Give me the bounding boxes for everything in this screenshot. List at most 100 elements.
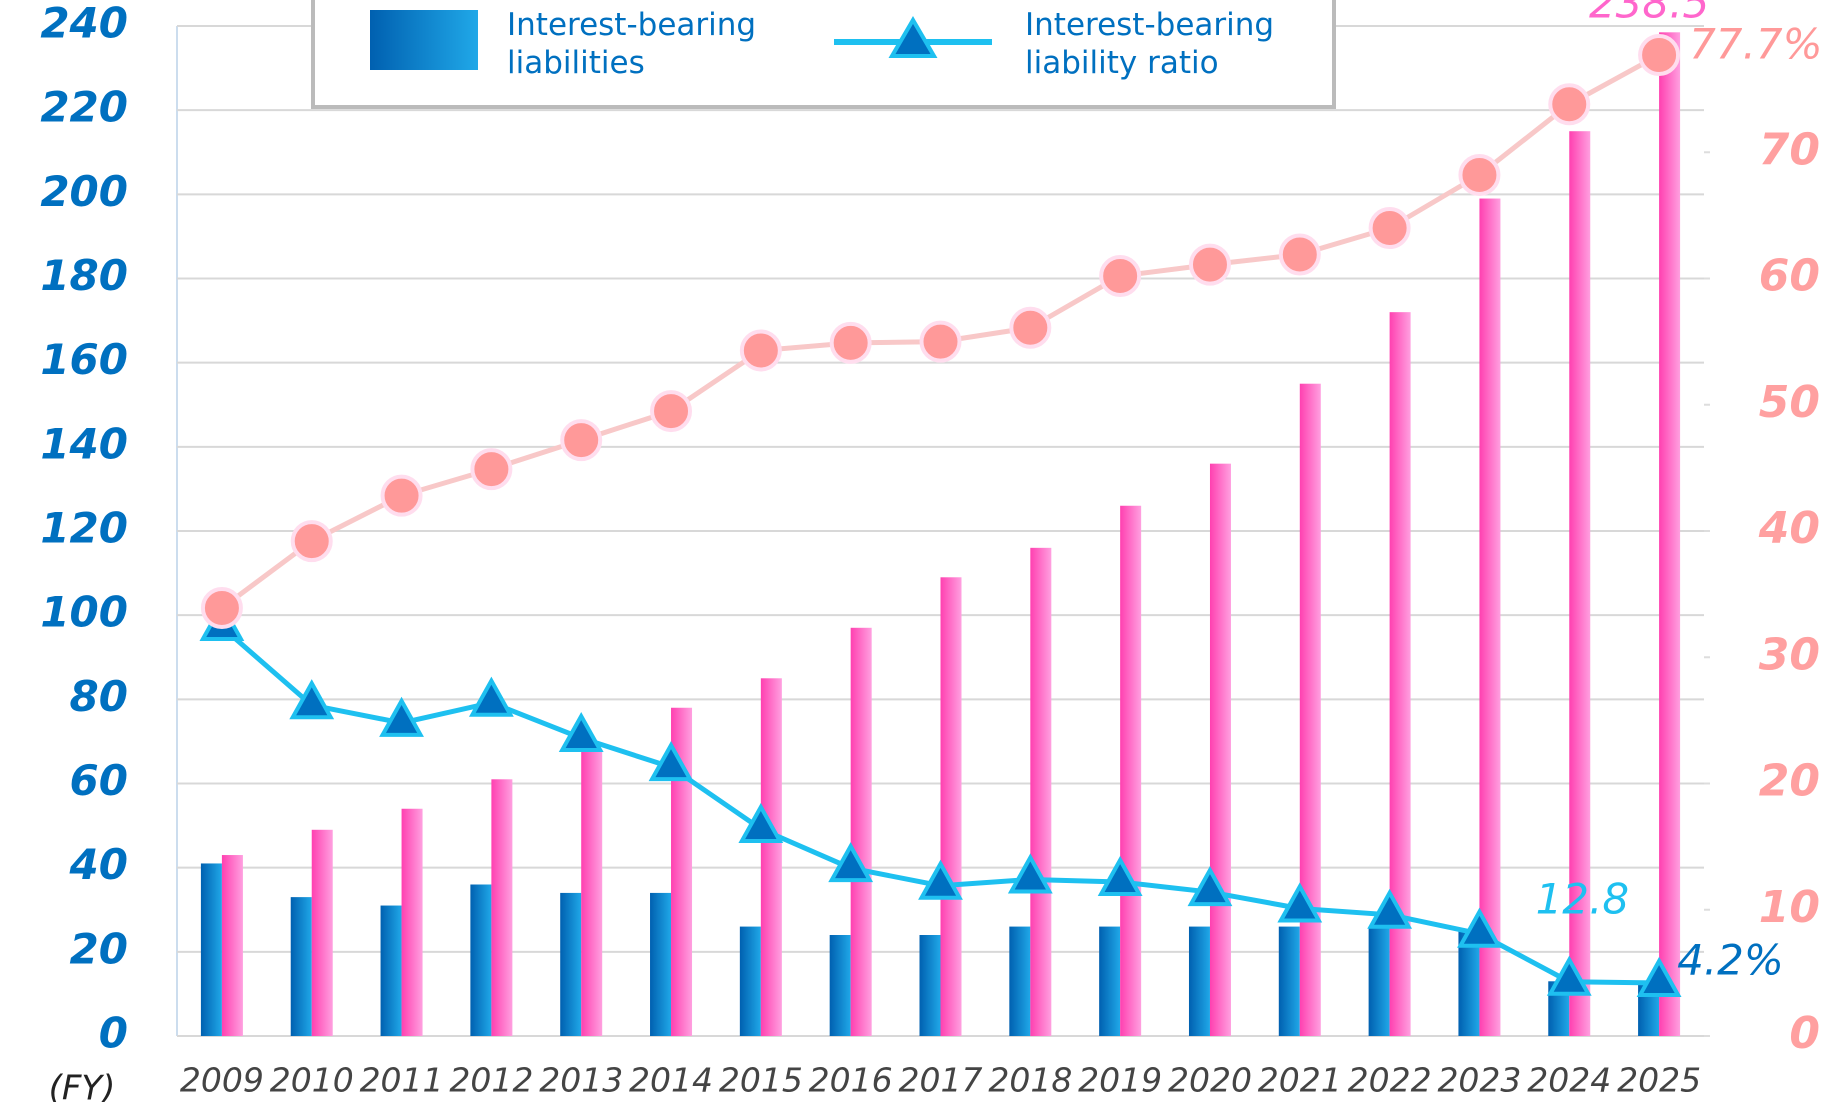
bar [491, 779, 513, 1036]
triangle-marker [648, 740, 694, 782]
triangle-marker [1097, 855, 1143, 896]
y-tick-label: 120 [40, 504, 128, 553]
circle-marker [380, 474, 423, 517]
y-tick-label: 140 [40, 419, 128, 468]
triangle-marker [1007, 853, 1053, 894]
triangle-marker [558, 711, 604, 753]
circle-marker [829, 321, 872, 364]
y-tick-label: 200 [40, 167, 128, 216]
bar [200, 863, 222, 1036]
bar [650, 892, 672, 1036]
bar [1209, 463, 1231, 1037]
circle-marker [560, 419, 603, 462]
bar [311, 829, 333, 1036]
x-tick-label: 2018 [988, 1061, 1072, 1100]
triangle-marker [1546, 955, 1592, 996]
bar [739, 926, 761, 1036]
triangle-marker [1457, 907, 1502, 948]
bar [940, 577, 962, 1036]
y-tick-label: 240 [40, 0, 128, 48]
triangle-marker [379, 696, 424, 737]
circle-marker [470, 448, 513, 491]
y2-tick-label: 30 [1759, 629, 1820, 680]
bar [1188, 926, 1210, 1036]
y2-tick-label: 0 [1789, 1008, 1820, 1059]
y-tick-label: 160 [40, 335, 128, 384]
bar [1458, 930, 1480, 1036]
legend-box [311, 0, 1336, 109]
bar [760, 678, 782, 1036]
bar [919, 935, 941, 1036]
x-tick-label: 2019 [1078, 1061, 1162, 1100]
bar [1009, 926, 1031, 1036]
bar [470, 884, 492, 1036]
y-tick-label: 40 [69, 840, 128, 889]
value-label: 77.7% [1689, 20, 1822, 69]
x-tick-label: 2016 [809, 1061, 893, 1100]
circle-marker [919, 320, 962, 363]
x-tick-label: 2013 [539, 1061, 623, 1100]
circle-marker [1099, 254, 1142, 297]
y2-tick-label: 70 [1759, 124, 1820, 175]
y-tick-label: 220 [40, 83, 128, 132]
y-tick-label: 0 [99, 1009, 128, 1058]
value-label: 4.2% [1677, 935, 1784, 984]
circle-marker [1188, 243, 1231, 286]
x-tick-label: 2017 [899, 1061, 983, 1100]
x-axis-label: (FY) [49, 1069, 116, 1102]
legend-label: Interest-bearing liability ratio [1025, 7, 1274, 81]
y2-tick-label: 20 [1759, 756, 1820, 807]
legend-marker [888, 16, 938, 58]
triangle-marker [1367, 888, 1413, 929]
x-tick-label: 2010 [270, 1061, 354, 1100]
bar [1278, 926, 1300, 1036]
x-tick-label: 2022 [1348, 1061, 1432, 1100]
bar [1299, 383, 1321, 1036]
y2-tick-label: 50 [1759, 377, 1820, 428]
circle-marker [290, 520, 333, 563]
y-tick-label: 60 [70, 756, 128, 805]
x-tick-label: 2012 [449, 1061, 533, 1100]
bar [221, 855, 243, 1036]
x-tick-label: 2014 [629, 1061, 713, 1100]
bar [829, 935, 851, 1036]
circle-marker [1458, 153, 1501, 196]
value-label: 238.5 [1589, 0, 1709, 28]
x-tick-label: 2015 [719, 1061, 803, 1100]
bar [1368, 926, 1390, 1036]
bar [850, 627, 872, 1036]
legend-swatch [370, 10, 478, 70]
circle-marker [650, 390, 693, 433]
y-tick-label: 180 [40, 251, 128, 300]
x-tick-label: 2020 [1168, 1061, 1252, 1100]
triangle-marker [1187, 865, 1233, 907]
bar [671, 707, 693, 1036]
triangle-marker [828, 841, 874, 883]
y2-tick-label: 10 [1759, 882, 1820, 933]
triangle-marker [468, 676, 514, 717]
circle-marker [1548, 83, 1591, 126]
y-tick-label: 80 [70, 672, 128, 721]
x-tick-label: 2021 [1258, 1061, 1342, 1100]
bar [581, 749, 603, 1036]
triangle-marker [1636, 956, 1682, 997]
circle-marker [1009, 306, 1052, 349]
triangle-marker [289, 679, 335, 720]
bar [1099, 926, 1121, 1036]
y-tick-label: 20 [70, 924, 128, 973]
bar [290, 897, 312, 1036]
x-tick-label: 2023 [1437, 1061, 1521, 1100]
circle-marker [1278, 233, 1321, 276]
x-tick-label: 2024 [1527, 1061, 1611, 1100]
bar [1659, 32, 1681, 1036]
bar [380, 905, 402, 1036]
circle-marker [1638, 34, 1681, 77]
legend-label: Interest-bearing liabilities [507, 7, 756, 81]
bar [1030, 547, 1052, 1036]
bar [1479, 198, 1501, 1036]
value-label: 12.8 [1536, 875, 1630, 924]
y2-tick-label: 40 [1758, 503, 1820, 554]
circle-marker [200, 587, 243, 630]
